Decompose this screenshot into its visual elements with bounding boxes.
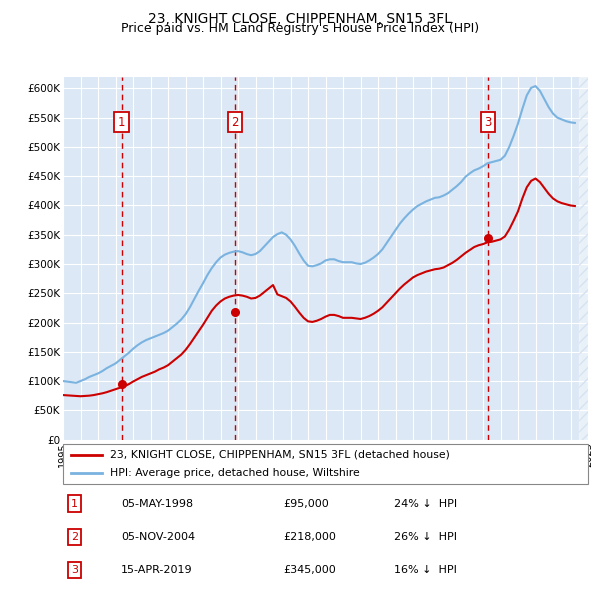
Text: 05-MAY-1998: 05-MAY-1998 (121, 499, 193, 509)
Text: £345,000: £345,000 (284, 565, 336, 575)
Text: 15-APR-2019: 15-APR-2019 (121, 565, 193, 575)
Text: 26% ↓  HPI: 26% ↓ HPI (394, 532, 457, 542)
Text: 05-NOV-2004: 05-NOV-2004 (121, 532, 195, 542)
Text: 2: 2 (232, 116, 239, 129)
Text: £95,000: £95,000 (284, 499, 329, 509)
Polygon shape (579, 77, 588, 440)
Text: 1: 1 (71, 499, 78, 509)
Text: £218,000: £218,000 (284, 532, 337, 542)
Text: 1: 1 (118, 116, 125, 129)
Text: 2: 2 (71, 532, 78, 542)
FancyBboxPatch shape (63, 444, 588, 484)
Text: Price paid vs. HM Land Registry's House Price Index (HPI): Price paid vs. HM Land Registry's House … (121, 22, 479, 35)
Text: 23, KNIGHT CLOSE, CHIPPENHAM, SN15 3FL: 23, KNIGHT CLOSE, CHIPPENHAM, SN15 3FL (148, 12, 452, 26)
Text: 3: 3 (484, 116, 492, 129)
Text: 23, KNIGHT CLOSE, CHIPPENHAM, SN15 3FL (detached house): 23, KNIGHT CLOSE, CHIPPENHAM, SN15 3FL (… (110, 450, 450, 460)
Text: 3: 3 (71, 565, 78, 575)
Text: 24% ↓  HPI: 24% ↓ HPI (394, 499, 457, 509)
Text: 16% ↓  HPI: 16% ↓ HPI (394, 565, 457, 575)
Text: HPI: Average price, detached house, Wiltshire: HPI: Average price, detached house, Wilt… (110, 468, 360, 478)
